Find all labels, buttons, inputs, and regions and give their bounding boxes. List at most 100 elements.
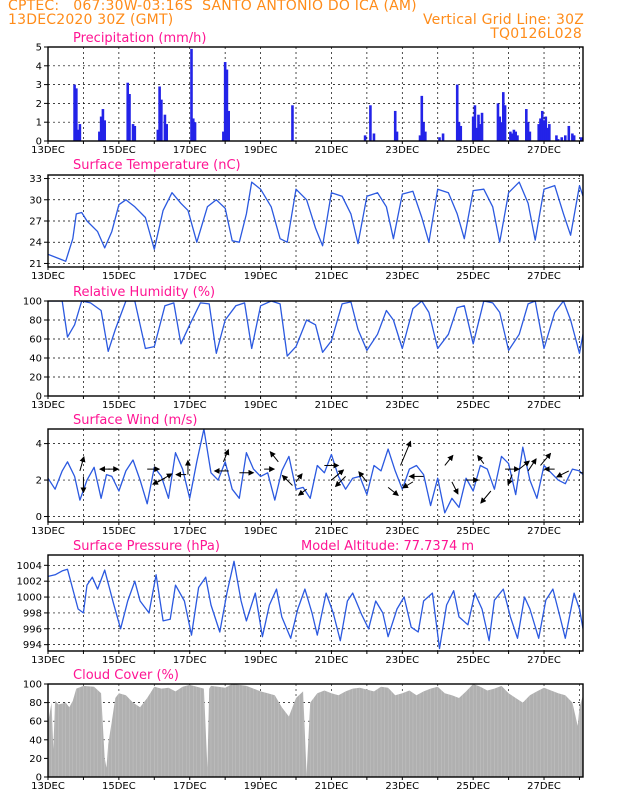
y-tick-label: 1 bbox=[36, 118, 42, 129]
plot-area bbox=[48, 181, 583, 262]
x-tick-label: 23DEC bbox=[385, 526, 419, 537]
panel-pressure: 994 996 998 1000 1002 1004 13DEC 15DEC 17DEC 19DE… bbox=[17, 539, 584, 666]
precip-bar bbox=[227, 110, 230, 141]
precip-bar bbox=[509, 131, 512, 141]
precip-bar bbox=[225, 69, 229, 141]
x-tick-label: 27DEC bbox=[527, 271, 561, 282]
x-tick-label: 13DEC bbox=[31, 781, 65, 792]
y-tick-label: 1000 bbox=[17, 593, 42, 604]
x-tick-label: 25DEC bbox=[456, 145, 490, 156]
y-tick-label: 20 bbox=[29, 754, 42, 765]
precip-bar bbox=[563, 135, 567, 141]
precip-bar bbox=[560, 137, 564, 141]
precip-bar bbox=[78, 124, 82, 141]
wind-arrow bbox=[297, 488, 307, 496]
x-tick-label: 13DEC bbox=[31, 400, 65, 411]
wind-arrow bbox=[451, 481, 459, 495]
y-tick-label: 60 bbox=[29, 717, 42, 728]
precip-bar bbox=[525, 109, 528, 141]
y-tick-label: 5 bbox=[36, 43, 42, 54]
x-tick-label: 21DEC bbox=[315, 655, 349, 666]
y-tick-label: 80 bbox=[29, 698, 42, 709]
x-tick-label: 25DEC bbox=[456, 526, 490, 537]
station-header: CPTEC: 067:30W-03:16S SANTO ANTONIO DO I… bbox=[8, 0, 417, 14]
x-tick-label: 13DEC bbox=[31, 145, 65, 156]
plot-area bbox=[48, 301, 583, 357]
precip-bar bbox=[158, 86, 161, 141]
panel-wind: 0 2 4 13DEC 15DEC 17DEC 19DEC 21DEC 23DEC 25DEC 27… bbox=[31, 413, 584, 537]
wind-arrow bbox=[480, 490, 492, 504]
y-tick-label: 3 bbox=[36, 80, 42, 91]
y-tick-label: 24 bbox=[29, 238, 42, 249]
precip-bar bbox=[473, 105, 477, 141]
plot-frame bbox=[47, 683, 584, 778]
panel-rh: 0 20 40 60 80 100 13DEC 15DEC 17DEC 19DEC 21DEC 23D… bbox=[23, 285, 584, 411]
x-tick-label: 15DEC bbox=[102, 271, 136, 282]
x-tick-label: 27DEC bbox=[527, 400, 561, 411]
y-tick-label: 33 bbox=[29, 174, 42, 185]
x-tick-label: 27DEC bbox=[527, 526, 561, 537]
precip-bar bbox=[455, 84, 459, 141]
precip-bar bbox=[475, 127, 479, 141]
x-tick-label: 17DEC bbox=[173, 781, 207, 792]
x-tick-label: 19DEC bbox=[244, 271, 278, 282]
plot-frame bbox=[47, 300, 584, 397]
grid-line-note: Vertical Grid Line: 30Z bbox=[422, 12, 584, 28]
precip-bar bbox=[496, 103, 500, 141]
precip-bar bbox=[190, 48, 193, 141]
precip-bar bbox=[510, 133, 514, 141]
precip-bar bbox=[579, 137, 583, 141]
x-tick-label: 15DEC bbox=[102, 145, 136, 156]
precip-bar bbox=[503, 105, 507, 141]
wind-line bbox=[48, 429, 583, 514]
precip-bar bbox=[103, 120, 106, 141]
panel-title: Cloud Cover (%) bbox=[73, 668, 179, 683]
x-tick-label: 21DEC bbox=[315, 781, 349, 792]
precip-bar bbox=[441, 133, 445, 141]
y-tick-label: 100 bbox=[23, 297, 42, 308]
y-tick-label: 0 bbox=[36, 392, 42, 403]
x-tick-label: 19DEC bbox=[244, 526, 278, 537]
precip-bar bbox=[165, 124, 168, 141]
precip-bar bbox=[422, 122, 425, 141]
x-tick-label: 21DEC bbox=[315, 400, 349, 411]
pressure-line bbox=[48, 560, 583, 650]
plot-frame bbox=[47, 554, 584, 652]
precip-bar bbox=[571, 133, 574, 141]
y-tick-label: 60 bbox=[29, 335, 42, 346]
y-tick-label: 1002 bbox=[17, 577, 42, 588]
x-tick-label: 27DEC bbox=[527, 655, 561, 666]
panel-title: Surface Wind (m/s) bbox=[73, 413, 197, 428]
plot-area bbox=[48, 429, 583, 514]
y-tick-label: 40 bbox=[29, 354, 42, 365]
x-tick-label: 19DEC bbox=[244, 400, 278, 411]
wind-arrow bbox=[400, 440, 412, 466]
x-tick-label: 23DEC bbox=[385, 655, 419, 666]
y-tick-label: 0 bbox=[36, 773, 42, 784]
cloud-area bbox=[48, 684, 583, 777]
y-tick-label: 2 bbox=[36, 99, 42, 110]
precip-bar bbox=[128, 94, 131, 141]
precip-bar bbox=[501, 92, 505, 141]
model-altitude-label: Model Altitude: 77.7374 m bbox=[301, 539, 474, 554]
precip-bar bbox=[540, 110, 544, 141]
precip-bar bbox=[99, 116, 103, 141]
precip-bar bbox=[512, 129, 516, 141]
precip-bar bbox=[555, 135, 558, 141]
x-tick-label: 25DEC bbox=[456, 400, 490, 411]
wind-arrow bbox=[281, 474, 293, 486]
precip-bar bbox=[163, 114, 167, 141]
precip-bar bbox=[567, 125, 571, 141]
precip-bar bbox=[480, 112, 484, 141]
x-tick-label: 13DEC bbox=[31, 655, 65, 666]
x-tick-label: 19DEC bbox=[244, 145, 278, 156]
wind-arrow bbox=[540, 452, 552, 466]
precip-bar bbox=[160, 99, 163, 141]
precip-bar bbox=[478, 124, 482, 141]
wind-arrow bbox=[222, 448, 230, 463]
precip-bar bbox=[526, 122, 530, 141]
y-tick-label: 30 bbox=[29, 195, 42, 206]
plot-frame bbox=[47, 46, 584, 142]
y-tick-label: 996 bbox=[23, 624, 42, 635]
x-tick-label: 23DEC bbox=[385, 781, 419, 792]
